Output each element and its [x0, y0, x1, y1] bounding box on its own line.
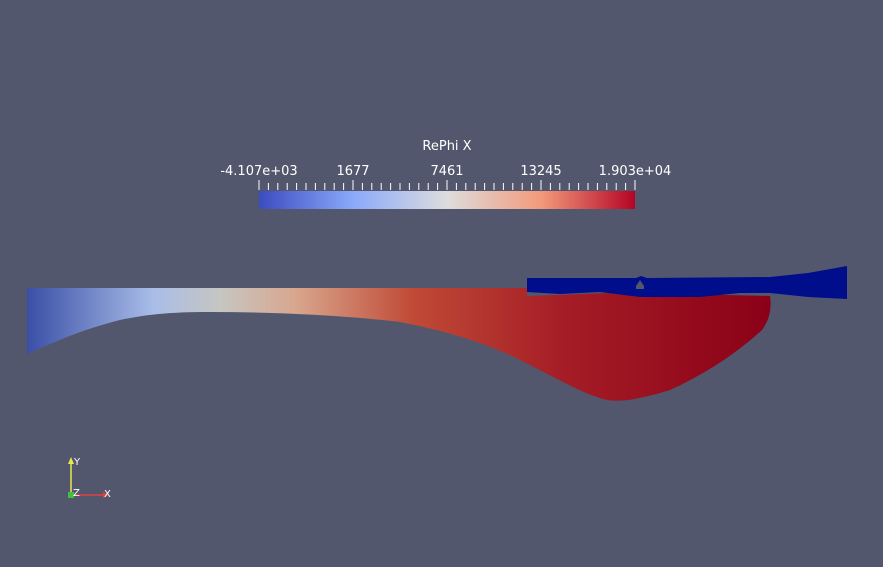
legend-color-bar [259, 191, 635, 209]
y-axis-label: Y [73, 457, 81, 468]
legend-ticks [258, 180, 636, 190]
mesh-surface [27, 266, 847, 401]
legend-tick-label: 7461 [430, 164, 463, 179]
z-axis-marker [68, 492, 74, 498]
color-legend: RePhi X -4.107e+03 1677 7461 13245 1.903… [220, 139, 671, 209]
legend-tick-label: 1677 [336, 164, 369, 179]
legend-title: RePhi X [422, 139, 471, 154]
overlay-region [527, 266, 847, 299]
orientation-axes: Y Z X [68, 457, 111, 500]
z-axis-label: Z [73, 488, 80, 499]
x-axis-arrow [103, 492, 109, 498]
field-surface [27, 288, 771, 401]
x-axis-label: X [104, 489, 111, 500]
y-axis-arrow [68, 457, 74, 464]
overlay-notch [636, 280, 644, 289]
legend-tick-label: 1.903e+04 [599, 164, 672, 179]
legend-tick-label: -4.107e+03 [220, 164, 297, 179]
legend-tick-label: 13245 [520, 164, 561, 179]
